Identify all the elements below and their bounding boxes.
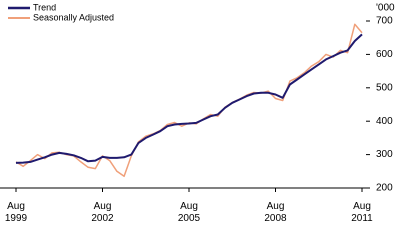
y-tick-label: 200 [376,183,393,194]
series-line [15,33,363,164]
y-unit: '000 [376,3,395,14]
y-tick-label: 400 [376,116,393,127]
y-tick-label: 300 [376,149,393,160]
x-tick-label: Aug 2002 [91,201,114,224]
x-tick-label: Aug 2005 [177,201,201,224]
y-tick-label: 600 [376,49,393,60]
x-tick-label: Aug 1999 [4,201,28,224]
y-tick-label: 700 [376,16,393,27]
chart: '000 200 300 400 500 600 700 Trend Seasonally A… [0,2,395,224]
x-tick-label: Aug 2008 [264,201,287,224]
y-tick-label: 500 [376,82,393,93]
legend-label: Trend [33,2,56,12]
legend-label: Seasonally Adjusted [33,12,114,22]
x-tick-label: Aug 2011 [351,201,373,224]
